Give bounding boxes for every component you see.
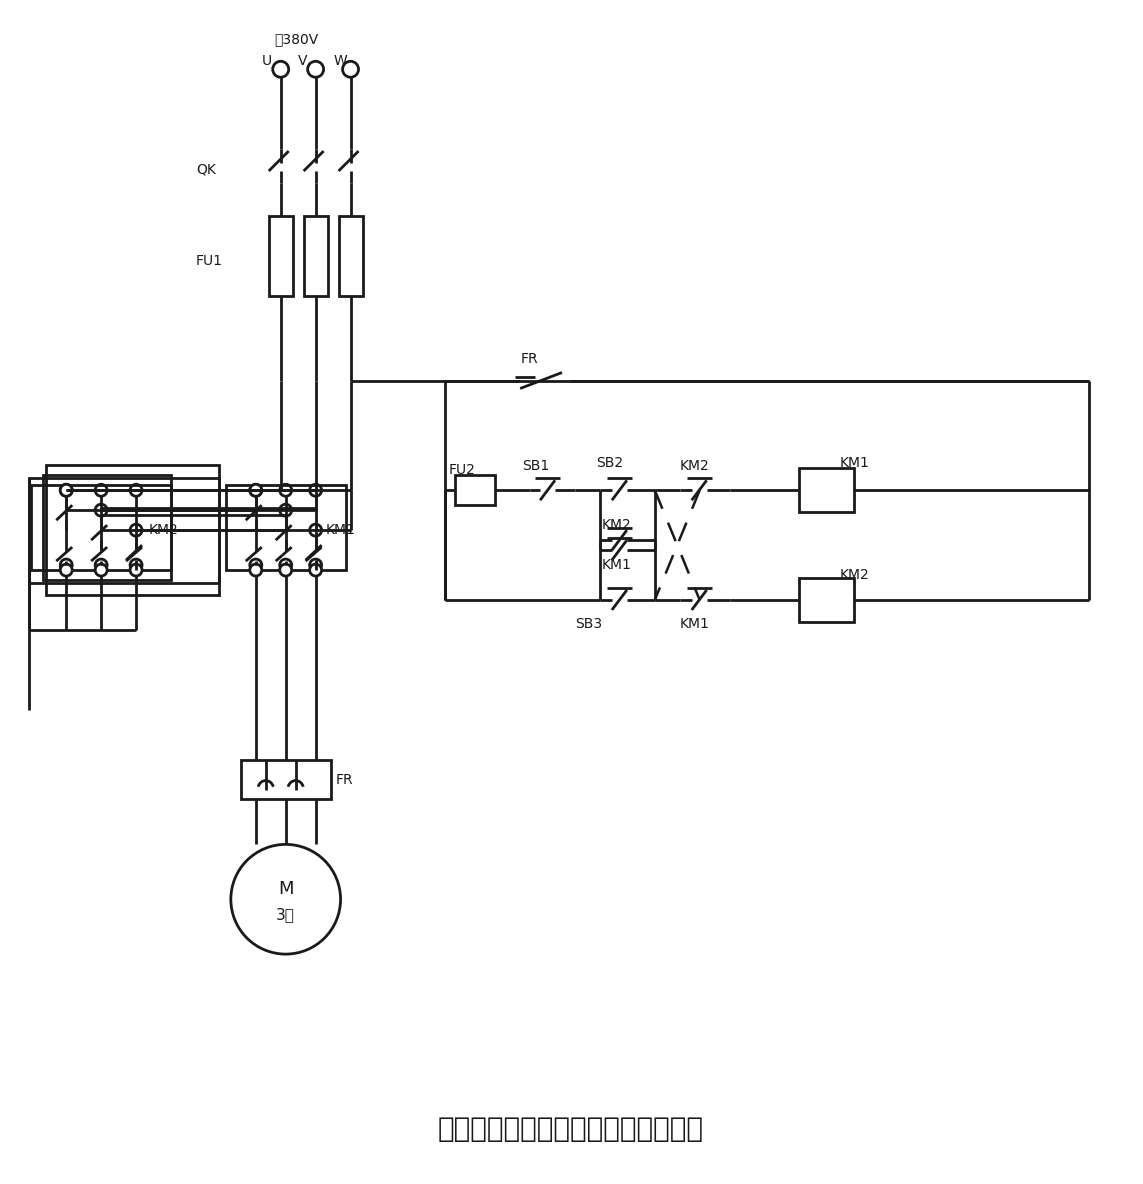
- Circle shape: [130, 525, 142, 536]
- Circle shape: [61, 484, 72, 496]
- Circle shape: [280, 564, 291, 577]
- Text: KM2: KM2: [680, 459, 710, 474]
- Circle shape: [130, 559, 142, 571]
- Bar: [31, 485, 171, 570]
- Circle shape: [273, 62, 289, 77]
- Text: W: W: [334, 54, 347, 69]
- Circle shape: [95, 564, 107, 577]
- Text: KM1: KM1: [602, 558, 632, 572]
- Circle shape: [95, 484, 107, 496]
- Text: V: V: [298, 54, 307, 69]
- Circle shape: [310, 564, 321, 577]
- Bar: [304, 215, 328, 296]
- Circle shape: [280, 484, 291, 496]
- Circle shape: [307, 62, 323, 77]
- Bar: [241, 760, 330, 799]
- Text: ～380V: ～380V: [274, 32, 319, 46]
- Text: SB2: SB2: [596, 456, 623, 470]
- Bar: [46, 465, 218, 596]
- Text: FU2: FU2: [448, 463, 475, 477]
- Circle shape: [280, 559, 291, 571]
- Bar: [799, 578, 854, 622]
- Text: KM1: KM1: [680, 617, 710, 631]
- Circle shape: [250, 484, 262, 496]
- Bar: [30, 478, 218, 583]
- Text: QK: QK: [195, 162, 216, 176]
- Circle shape: [231, 844, 341, 954]
- Text: FU1: FU1: [195, 253, 223, 268]
- Bar: [455, 475, 495, 506]
- Bar: [269, 215, 293, 296]
- Bar: [43, 475, 171, 580]
- Circle shape: [61, 564, 72, 577]
- Circle shape: [310, 559, 321, 571]
- Circle shape: [280, 504, 291, 516]
- Circle shape: [310, 525, 321, 536]
- Circle shape: [310, 484, 321, 496]
- Text: KM2: KM2: [149, 523, 178, 538]
- Bar: [338, 215, 362, 296]
- Text: 三相异步电动机的双重互锁控制电路: 三相异步电动机的双重互锁控制电路: [438, 1114, 704, 1143]
- Bar: [799, 469, 854, 513]
- Text: U: U: [262, 54, 272, 69]
- Text: KM1: KM1: [326, 523, 355, 538]
- Circle shape: [250, 484, 262, 496]
- Text: FR: FR: [520, 352, 537, 366]
- Circle shape: [343, 62, 359, 77]
- Text: FR: FR: [336, 772, 353, 786]
- Circle shape: [95, 504, 107, 516]
- Circle shape: [130, 564, 142, 577]
- Text: 3～: 3～: [277, 907, 295, 921]
- Circle shape: [61, 484, 72, 496]
- Circle shape: [130, 484, 142, 496]
- Circle shape: [250, 559, 262, 571]
- Circle shape: [250, 564, 262, 577]
- Text: M: M: [278, 880, 294, 899]
- Circle shape: [61, 559, 72, 571]
- Circle shape: [95, 559, 107, 571]
- Bar: [226, 485, 345, 570]
- Text: KM2: KM2: [839, 568, 869, 583]
- Text: SB3: SB3: [575, 617, 602, 631]
- Text: SB1: SB1: [522, 459, 550, 474]
- Text: KM1: KM1: [839, 456, 869, 470]
- Text: KM2: KM2: [602, 519, 632, 532]
